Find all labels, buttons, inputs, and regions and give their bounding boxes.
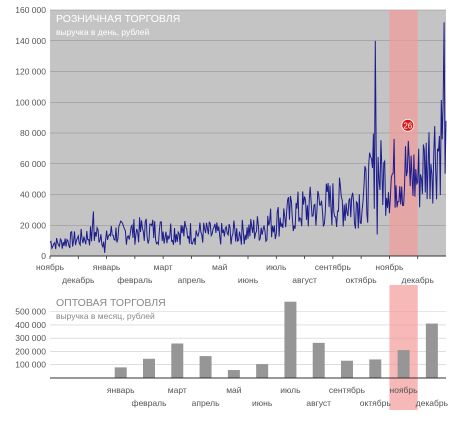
wholesale-bar — [199, 356, 212, 378]
wholesale-y-tick-labels: 100 000 200 000 300 000 400 000 500 000 — [15, 307, 46, 370]
retail-y-tick-label: 20 000 — [20, 220, 46, 230]
retail-highlight-band — [389, 10, 418, 256]
retail-x-tick-label: сентябрь — [315, 262, 352, 272]
retail-x-tick-label: январь — [93, 262, 121, 272]
retail-x-tick-label: ноябрь — [36, 262, 65, 272]
wholesale-x-tick-label: август — [306, 398, 331, 408]
retail-x-tick-label: октябрь — [346, 275, 378, 285]
retail-x-tick-label: февраль — [117, 275, 153, 285]
retail-revenue-line — [49, 22, 447, 253]
wholesale-x-tick-label: июнь — [252, 398, 273, 408]
retail-x-tick-label: апрель — [177, 275, 205, 285]
wholesale-y-tick-label: 300 000 — [15, 333, 46, 343]
wholesale-bars — [114, 301, 438, 378]
wholesale-x-tick-label: январь — [107, 385, 135, 395]
retail-y-tick-label: 80 000 — [20, 128, 46, 138]
wholesale-x-tick-label: июль — [280, 385, 301, 395]
wholesale-x-tick-label: март — [168, 385, 187, 395]
wholesale-bar — [397, 350, 410, 378]
wholesale-y-tick-label: 100 000 — [15, 360, 46, 370]
retail-y-tick-label: 160 000 — [15, 5, 46, 15]
wholesale-y-tick-label: 200 000 — [15, 346, 46, 356]
wholesale-bar — [256, 364, 269, 378]
retail-y-tick-label: 140 000 — [15, 36, 46, 46]
wholesale-y-tick-label: 500 000 — [15, 307, 46, 317]
retail-x-tick-label: июнь — [238, 275, 259, 285]
wholesale-chart-subtitle: выручка в месяц, рублей — [56, 311, 155, 321]
retail-x-tick-label: декабрь — [62, 275, 95, 285]
wholesale-bar — [341, 360, 353, 378]
wholesale-highlight-band — [389, 285, 418, 410]
wholesale-bar — [227, 370, 240, 378]
retail-chart-subtitle: выручка в день, рублей — [56, 27, 149, 37]
wholesale-x-tick-label: декабрь — [416, 398, 449, 408]
retail-day-marker — [401, 118, 415, 132]
wholesale-bar — [284, 301, 297, 378]
wholesale-bar — [114, 367, 127, 378]
wholesale-x-tick-label: октябрь — [360, 398, 392, 408]
retail-x-tick-label: май — [212, 262, 228, 272]
retail-x-tick-labels: ноябрьдекабрьянварьфевральмартапрельмайи… — [36, 256, 434, 285]
retail-chart-title: РОЗНИЧНАЯ ТОРГОВЛЯ — [56, 13, 180, 25]
wholesale-y-tick-label: 400 000 — [15, 320, 46, 330]
retail-x-tick-label: декабрь — [402, 275, 435, 285]
retail-y-tick-labels: 0 20 000 40 000 60 000 80 000 100 000 120 000 1… — [15, 5, 46, 261]
retail-x-tick-label: июль — [266, 262, 287, 272]
retail-x-tick-label: март — [154, 262, 173, 272]
retail-y-tick-label: 120 000 — [15, 67, 46, 77]
wholesale-x-tick-label: ноябрь — [390, 385, 419, 395]
wholesale-bar — [425, 323, 438, 378]
retail-x-tick-label: август — [292, 275, 317, 285]
retail-y-tick-label: 100 000 — [15, 97, 46, 107]
wholesale-x-tick-label: апрель — [192, 398, 220, 408]
retail-x-tick-label: ноябрь — [375, 262, 404, 272]
retail-y-tick-label: 60 000 — [20, 159, 46, 169]
wholesale-bar — [171, 343, 184, 378]
retail-y-tick-label: 0 — [41, 251, 46, 261]
retail-gridlines — [50, 9, 446, 226]
wholesale-chart-title: ОПТОВАЯ ТОРГОВЛЯ — [56, 297, 166, 309]
wholesale-bar — [143, 358, 155, 378]
wholesale-x-tick-label: сентябрь — [329, 385, 366, 395]
wholesale-x-tick-label: май — [226, 385, 242, 395]
wholesale-bar — [312, 342, 325, 378]
wholesale-x-tick-label: февраль — [131, 398, 167, 408]
retail-y-tick-label: 40 000 — [20, 190, 46, 200]
retail-day-marker-label: 26 — [403, 121, 412, 130]
wholesale-bar — [369, 359, 382, 378]
